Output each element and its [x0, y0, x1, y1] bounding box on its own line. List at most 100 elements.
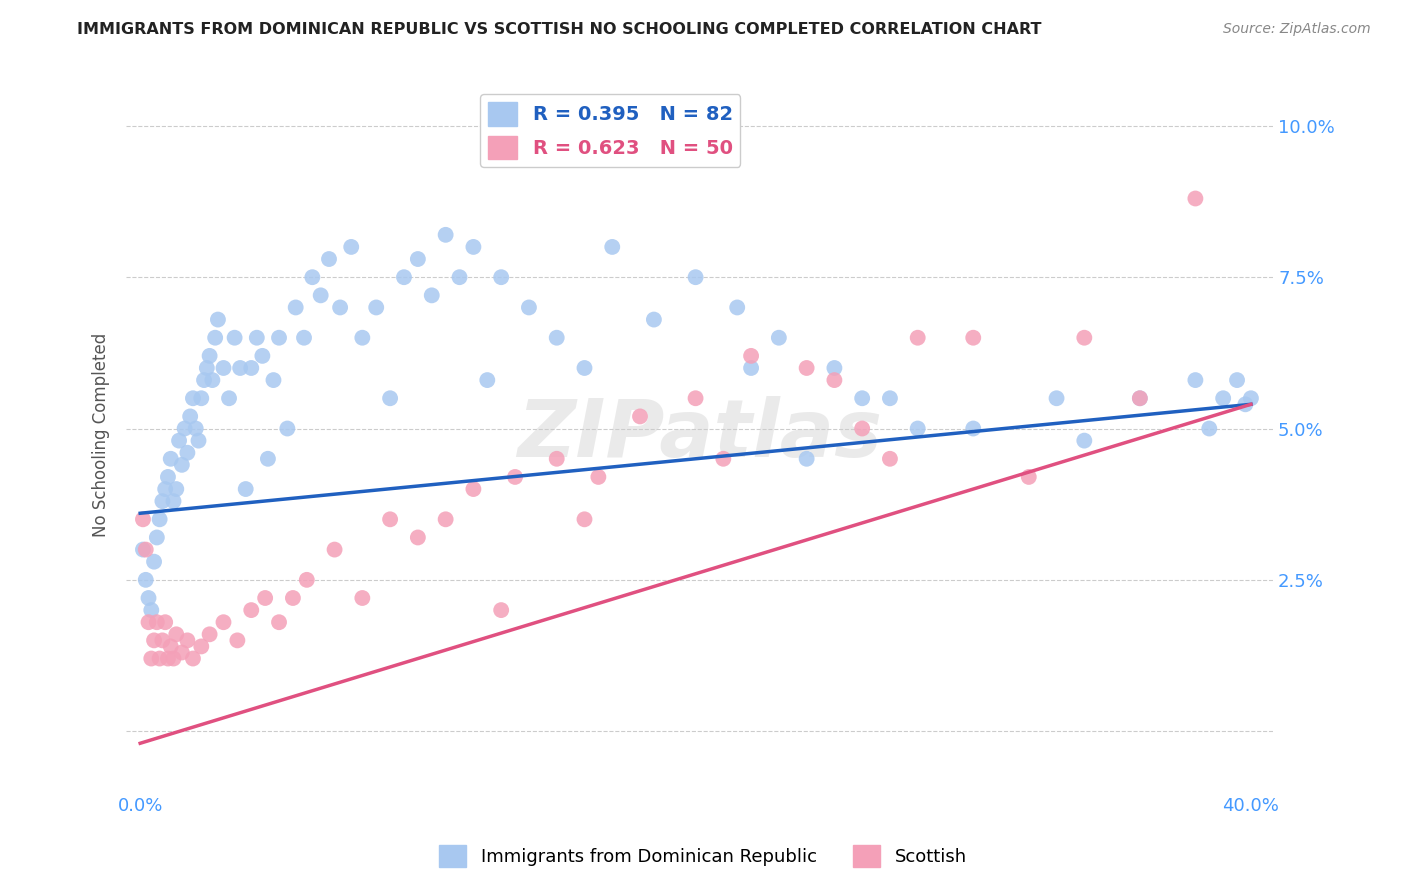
Point	[796, 361, 818, 376]
Point	[517, 301, 540, 315]
Point	[1129, 391, 1152, 405]
Point	[907, 421, 929, 435]
Point	[1129, 391, 1152, 405]
Point	[477, 373, 499, 387]
Point	[643, 312, 665, 326]
Point	[207, 312, 229, 326]
Point	[257, 451, 280, 466]
Point	[309, 288, 332, 302]
Point	[267, 331, 290, 345]
Point	[226, 633, 249, 648]
Point	[406, 531, 429, 545]
Point	[796, 451, 818, 466]
Point	[254, 591, 277, 605]
Point	[153, 615, 176, 630]
Point	[420, 288, 443, 302]
Point	[685, 391, 707, 405]
Point	[378, 391, 401, 405]
Point	[366, 301, 388, 315]
Point	[434, 512, 457, 526]
Point	[1212, 391, 1234, 405]
Point	[489, 270, 512, 285]
Point	[135, 542, 157, 557]
Point	[962, 331, 984, 345]
Point	[201, 373, 224, 387]
Point	[212, 615, 235, 630]
Point	[281, 591, 304, 605]
Point	[141, 603, 163, 617]
Text: IMMIGRANTS FROM DOMINICAN REPUBLIC VS SCOTTISH NO SCHOOLING COMPLETED CORRELATIO: IMMIGRANTS FROM DOMINICAN REPUBLIC VS SC…	[77, 22, 1042, 37]
Point	[267, 615, 290, 630]
Point	[240, 603, 263, 617]
Point	[823, 361, 845, 376]
Point	[1198, 421, 1220, 435]
Point	[768, 331, 790, 345]
Point	[352, 331, 374, 345]
Point	[329, 301, 352, 315]
Point	[1073, 434, 1095, 448]
Point	[740, 361, 762, 376]
Point	[574, 361, 596, 376]
Text: ZIPatlas: ZIPatlas	[517, 395, 882, 474]
Point	[132, 542, 155, 557]
Point	[167, 434, 190, 448]
Point	[252, 349, 274, 363]
Point	[725, 301, 748, 315]
Point	[628, 409, 651, 424]
Point	[295, 573, 318, 587]
Point	[229, 361, 252, 376]
Point	[574, 512, 596, 526]
Point	[138, 591, 160, 605]
Point	[851, 421, 873, 435]
Point	[503, 470, 526, 484]
Point	[170, 645, 193, 659]
Point	[1073, 331, 1095, 345]
Point	[489, 603, 512, 617]
Legend: Immigrants from Dominican Republic, Scottish: Immigrants from Dominican Republic, Scot…	[432, 838, 974, 874]
Point	[1045, 391, 1067, 405]
Point	[907, 331, 929, 345]
Point	[190, 391, 212, 405]
Point	[156, 651, 179, 665]
Point	[352, 591, 374, 605]
Point	[165, 627, 187, 641]
Point	[146, 531, 169, 545]
Point	[181, 391, 204, 405]
Point	[240, 361, 263, 376]
Point	[740, 349, 762, 363]
Point	[141, 651, 163, 665]
Point	[198, 627, 221, 641]
Point	[340, 240, 363, 254]
Point	[600, 240, 623, 254]
Point	[184, 421, 207, 435]
Point	[149, 651, 172, 665]
Point	[165, 482, 187, 496]
Point	[179, 409, 201, 424]
Point	[449, 270, 471, 285]
Point	[190, 640, 212, 654]
Point	[170, 458, 193, 472]
Point	[173, 421, 195, 435]
Point	[146, 615, 169, 630]
Point	[823, 373, 845, 387]
Point	[246, 331, 269, 345]
Point	[187, 434, 209, 448]
Point	[263, 373, 285, 387]
Point	[212, 361, 235, 376]
Point	[181, 651, 204, 665]
Point	[162, 494, 184, 508]
Point	[195, 361, 218, 376]
Point	[176, 446, 198, 460]
Point	[153, 482, 176, 496]
Point	[879, 391, 901, 405]
Point	[1240, 391, 1263, 405]
Point	[392, 270, 415, 285]
Point	[546, 331, 568, 345]
Point	[292, 331, 315, 345]
Point	[193, 373, 215, 387]
Point	[463, 482, 485, 496]
Point	[224, 331, 246, 345]
Point	[159, 640, 181, 654]
Point	[463, 240, 485, 254]
Point	[156, 470, 179, 484]
